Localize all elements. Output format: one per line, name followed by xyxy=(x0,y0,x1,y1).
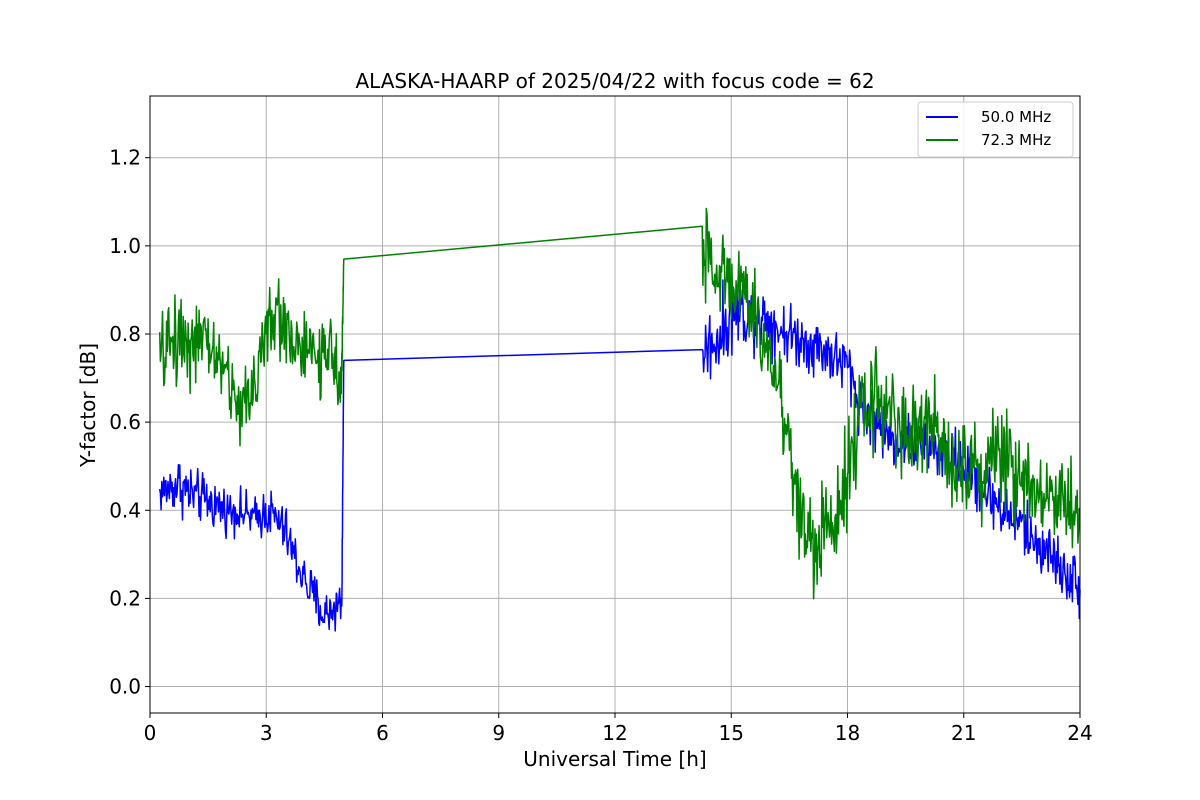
series-line-72-3-mhz xyxy=(158,207,1081,600)
y-tick-label: 1.2 xyxy=(109,146,141,170)
x-tick-label: 9 xyxy=(492,721,505,745)
axis-ticks: 0 3 6 9 12 15 18 21 24 0.0 0.2 0.4 0.6 0.8 1.0 1.2 xyxy=(109,146,1093,745)
legend-label-72mhz: 72.3 MHz xyxy=(981,131,1051,149)
x-tick-label: 0 xyxy=(144,721,157,745)
legend: 50.0 MHz 72.3 MHz xyxy=(917,101,1074,158)
y-axis-label: Y-factor [dB] xyxy=(76,343,100,468)
x-tick-label: 6 xyxy=(376,721,389,745)
y-tick-label: 0.6 xyxy=(109,410,141,434)
x-axis-label: Universal Time [h] xyxy=(523,747,706,771)
y-tick-label: 0.0 xyxy=(109,675,141,699)
x-tick-label: 21 xyxy=(951,721,976,745)
legend-box xyxy=(917,101,1074,158)
x-tick-label: 12 xyxy=(602,721,627,745)
y-tick-label: 0.4 xyxy=(109,498,141,522)
series-group xyxy=(158,207,1081,632)
y-tick-label: 0.2 xyxy=(109,586,141,610)
legend-label-50mhz: 50.0 MHz xyxy=(981,108,1051,126)
x-tick-label: 15 xyxy=(719,721,744,745)
x-tick-label: 24 xyxy=(1067,721,1092,745)
y-tick-label: 1.0 xyxy=(109,234,141,258)
x-tick-label: 3 xyxy=(260,721,273,745)
y-tick-label: 0.8 xyxy=(109,322,141,346)
chart-title: ALASKA-HAARP of 2025/04/22 with focus co… xyxy=(355,69,874,93)
x-tick-label: 18 xyxy=(835,721,860,745)
